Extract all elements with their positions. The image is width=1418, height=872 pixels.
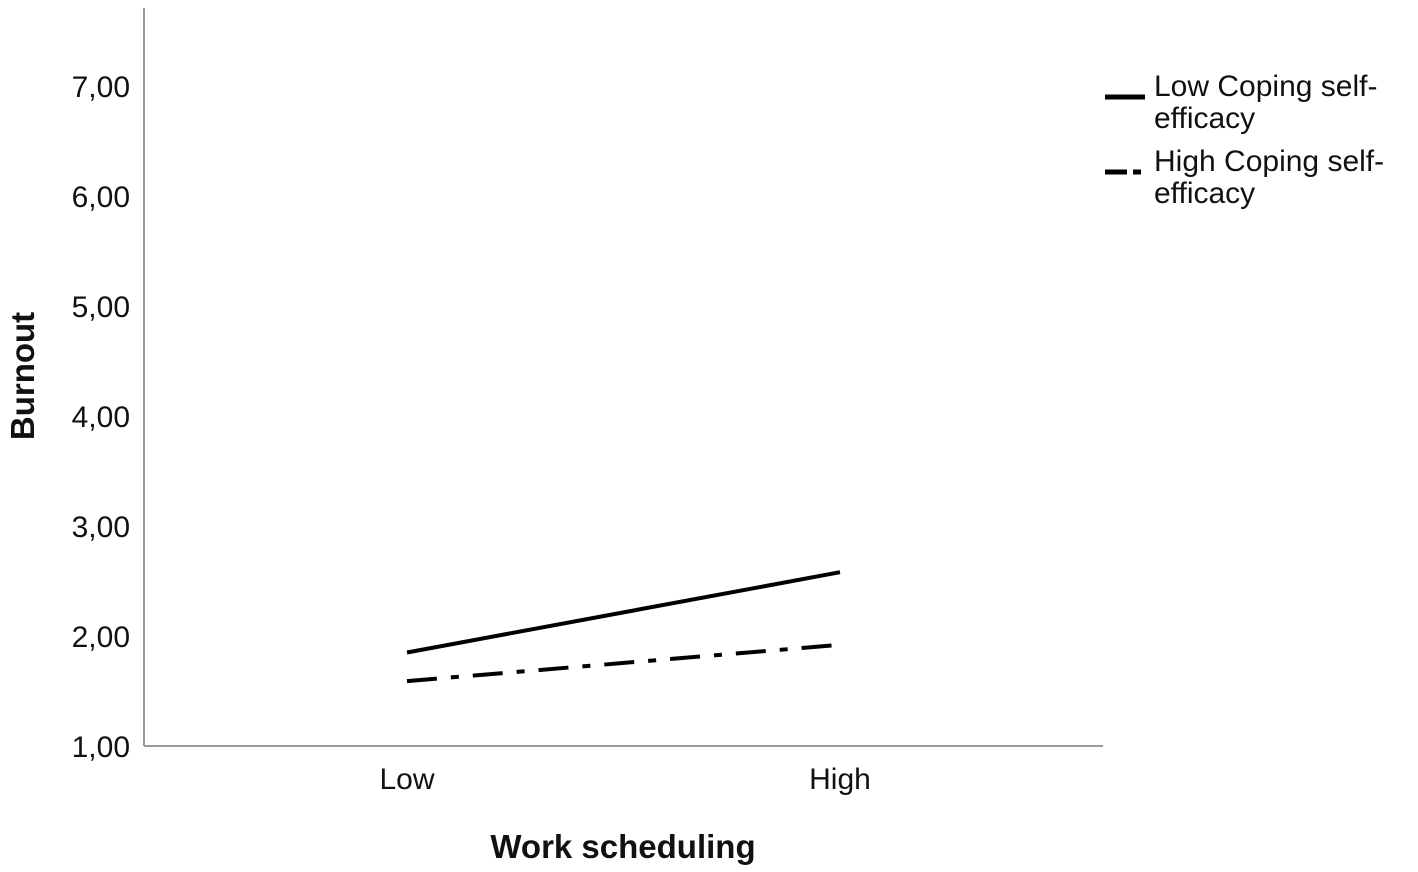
series-line-low-coping <box>406 570 841 655</box>
y-tick-label: 6,00 <box>72 181 130 214</box>
y-tick-label: 2,00 <box>72 621 130 654</box>
y-axis-ticks: 1,00 2,00 3,00 4,00 5,00 6,00 7,00 <box>72 71 130 764</box>
legend-label: efficacy <box>1154 177 1255 210</box>
x-tick-label: Low <box>379 763 434 796</box>
y-tick-label: 1,00 <box>72 731 130 764</box>
y-tick-label: 3,00 <box>72 511 130 544</box>
legend-label: efficacy <box>1154 102 1255 135</box>
series-lines <box>406 570 841 684</box>
legend-label: High Coping self- <box>1154 145 1384 178</box>
series-line-high-coping <box>406 642 841 684</box>
x-tick-label: High <box>809 763 871 796</box>
y-tick-label: 4,00 <box>72 401 130 434</box>
y-tick-label: 7,00 <box>72 71 130 104</box>
y-axis-title: Burnout <box>4 312 41 440</box>
x-axis-title: Work scheduling <box>490 828 755 865</box>
x-axis-ticks: Low High <box>379 763 870 796</box>
legend-label: Low Coping self- <box>1154 70 1377 103</box>
y-tick-label: 5,00 <box>72 291 130 324</box>
